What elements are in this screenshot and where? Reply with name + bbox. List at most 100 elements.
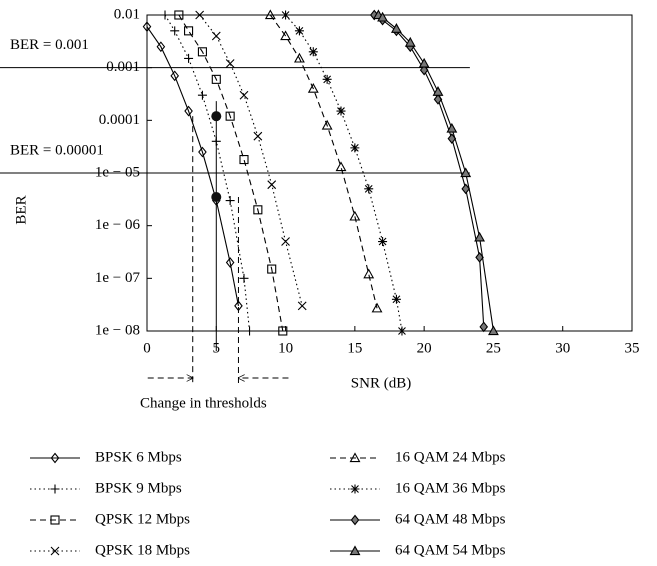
marker [446, 122, 458, 133]
marker [390, 23, 402, 33]
legend-label: 16 QAM 24 Mbps [395, 449, 506, 465]
marker [197, 47, 207, 57]
marker [253, 205, 263, 215]
marker [184, 105, 193, 117]
marker [198, 146, 207, 158]
marker [253, 131, 263, 141]
marker [418, 57, 430, 68]
series-line [378, 14, 494, 332]
y-tick-label: 1e − 06 [95, 217, 141, 233]
marker [350, 143, 360, 153]
legend-label: BPSK 9 Mbps [95, 480, 182, 496]
marker [397, 326, 407, 336]
marker [349, 210, 361, 221]
x-tick-label: 15 [347, 340, 362, 356]
reference-label: BER = 0.001 [10, 37, 89, 53]
marker [336, 106, 346, 116]
marker [404, 36, 416, 47]
marker [197, 90, 207, 100]
legend-label: QPSK 12 Mbps [95, 511, 190, 527]
series-line [285, 14, 403, 332]
marker [211, 74, 221, 84]
marker [349, 452, 361, 463]
marker [364, 184, 374, 194]
series-line [269, 14, 378, 309]
marker [170, 70, 180, 82]
marker [281, 10, 291, 20]
series-line [146, 26, 239, 306]
marker [267, 180, 277, 190]
operating-point [211, 111, 222, 122]
marker [184, 26, 194, 36]
marker [322, 74, 332, 84]
marker [391, 294, 401, 304]
marker [460, 167, 472, 178]
marker [160, 10, 170, 20]
y-tick-label: 0.01 [114, 6, 140, 22]
x-tick-label: 35 [625, 340, 640, 356]
marker [264, 9, 276, 20]
marker [307, 82, 319, 93]
series-line [199, 14, 303, 307]
marker [308, 47, 318, 57]
y-tick-label: 0.0001 [99, 112, 140, 128]
y-tick-label: 1e − 07 [95, 270, 141, 286]
marker [350, 514, 360, 526]
marker [267, 264, 277, 274]
x-tick-label: 0 [143, 340, 151, 356]
marker [363, 268, 375, 279]
marker [479, 321, 489, 333]
marker [350, 484, 360, 494]
marker [142, 21, 152, 33]
marker [335, 161, 347, 172]
marker [281, 237, 290, 246]
marker [211, 31, 221, 41]
marker [245, 326, 255, 336]
marker [239, 90, 249, 100]
thresholds-label: Change in thresholds [140, 395, 267, 411]
series-line [178, 14, 284, 332]
marker [293, 52, 305, 63]
marker [371, 302, 383, 313]
marker [174, 10, 184, 20]
marker [349, 545, 361, 556]
marker [378, 237, 388, 247]
y-tick-label: 0.001 [106, 59, 140, 75]
x-axis-label: SNR (dB) [351, 375, 411, 391]
marker [170, 26, 180, 36]
series-line [164, 14, 251, 332]
marker [225, 257, 235, 268]
marker [280, 30, 292, 41]
x-tick-label: 20 [417, 340, 432, 356]
marker [239, 155, 249, 165]
y-tick-label: 1e − 05 [95, 164, 140, 180]
marker [50, 515, 60, 525]
marker [377, 11, 389, 22]
legend-label: BPSK 6 Mbps [95, 449, 182, 465]
marker [50, 452, 60, 464]
marker [225, 59, 235, 68]
y-tick-label: 1e − 08 [95, 322, 140, 338]
reference-label: BER = 0.00001 [10, 142, 104, 158]
marker [225, 196, 235, 206]
x-tick-label: 30 [555, 340, 570, 356]
marker [50, 484, 60, 494]
legend-label: 64 QAM 54 Mbps [395, 542, 506, 558]
marker [278, 326, 288, 336]
marker [50, 546, 60, 556]
marker [294, 26, 304, 36]
legend-label: QPSK 18 Mbps [95, 542, 190, 558]
x-tick-label: 10 [278, 340, 293, 356]
y-axis-label: BER [13, 195, 29, 224]
marker [156, 41, 166, 53]
marker [184, 53, 194, 63]
marker [321, 119, 333, 130]
marker [461, 183, 471, 195]
legend-label: 64 QAM 48 Mbps [395, 511, 506, 527]
marker [432, 86, 444, 96]
marker [474, 231, 486, 242]
marker [225, 111, 235, 121]
legend-label: 16 QAM 36 Mbps [395, 480, 506, 496]
marker [297, 301, 307, 311]
